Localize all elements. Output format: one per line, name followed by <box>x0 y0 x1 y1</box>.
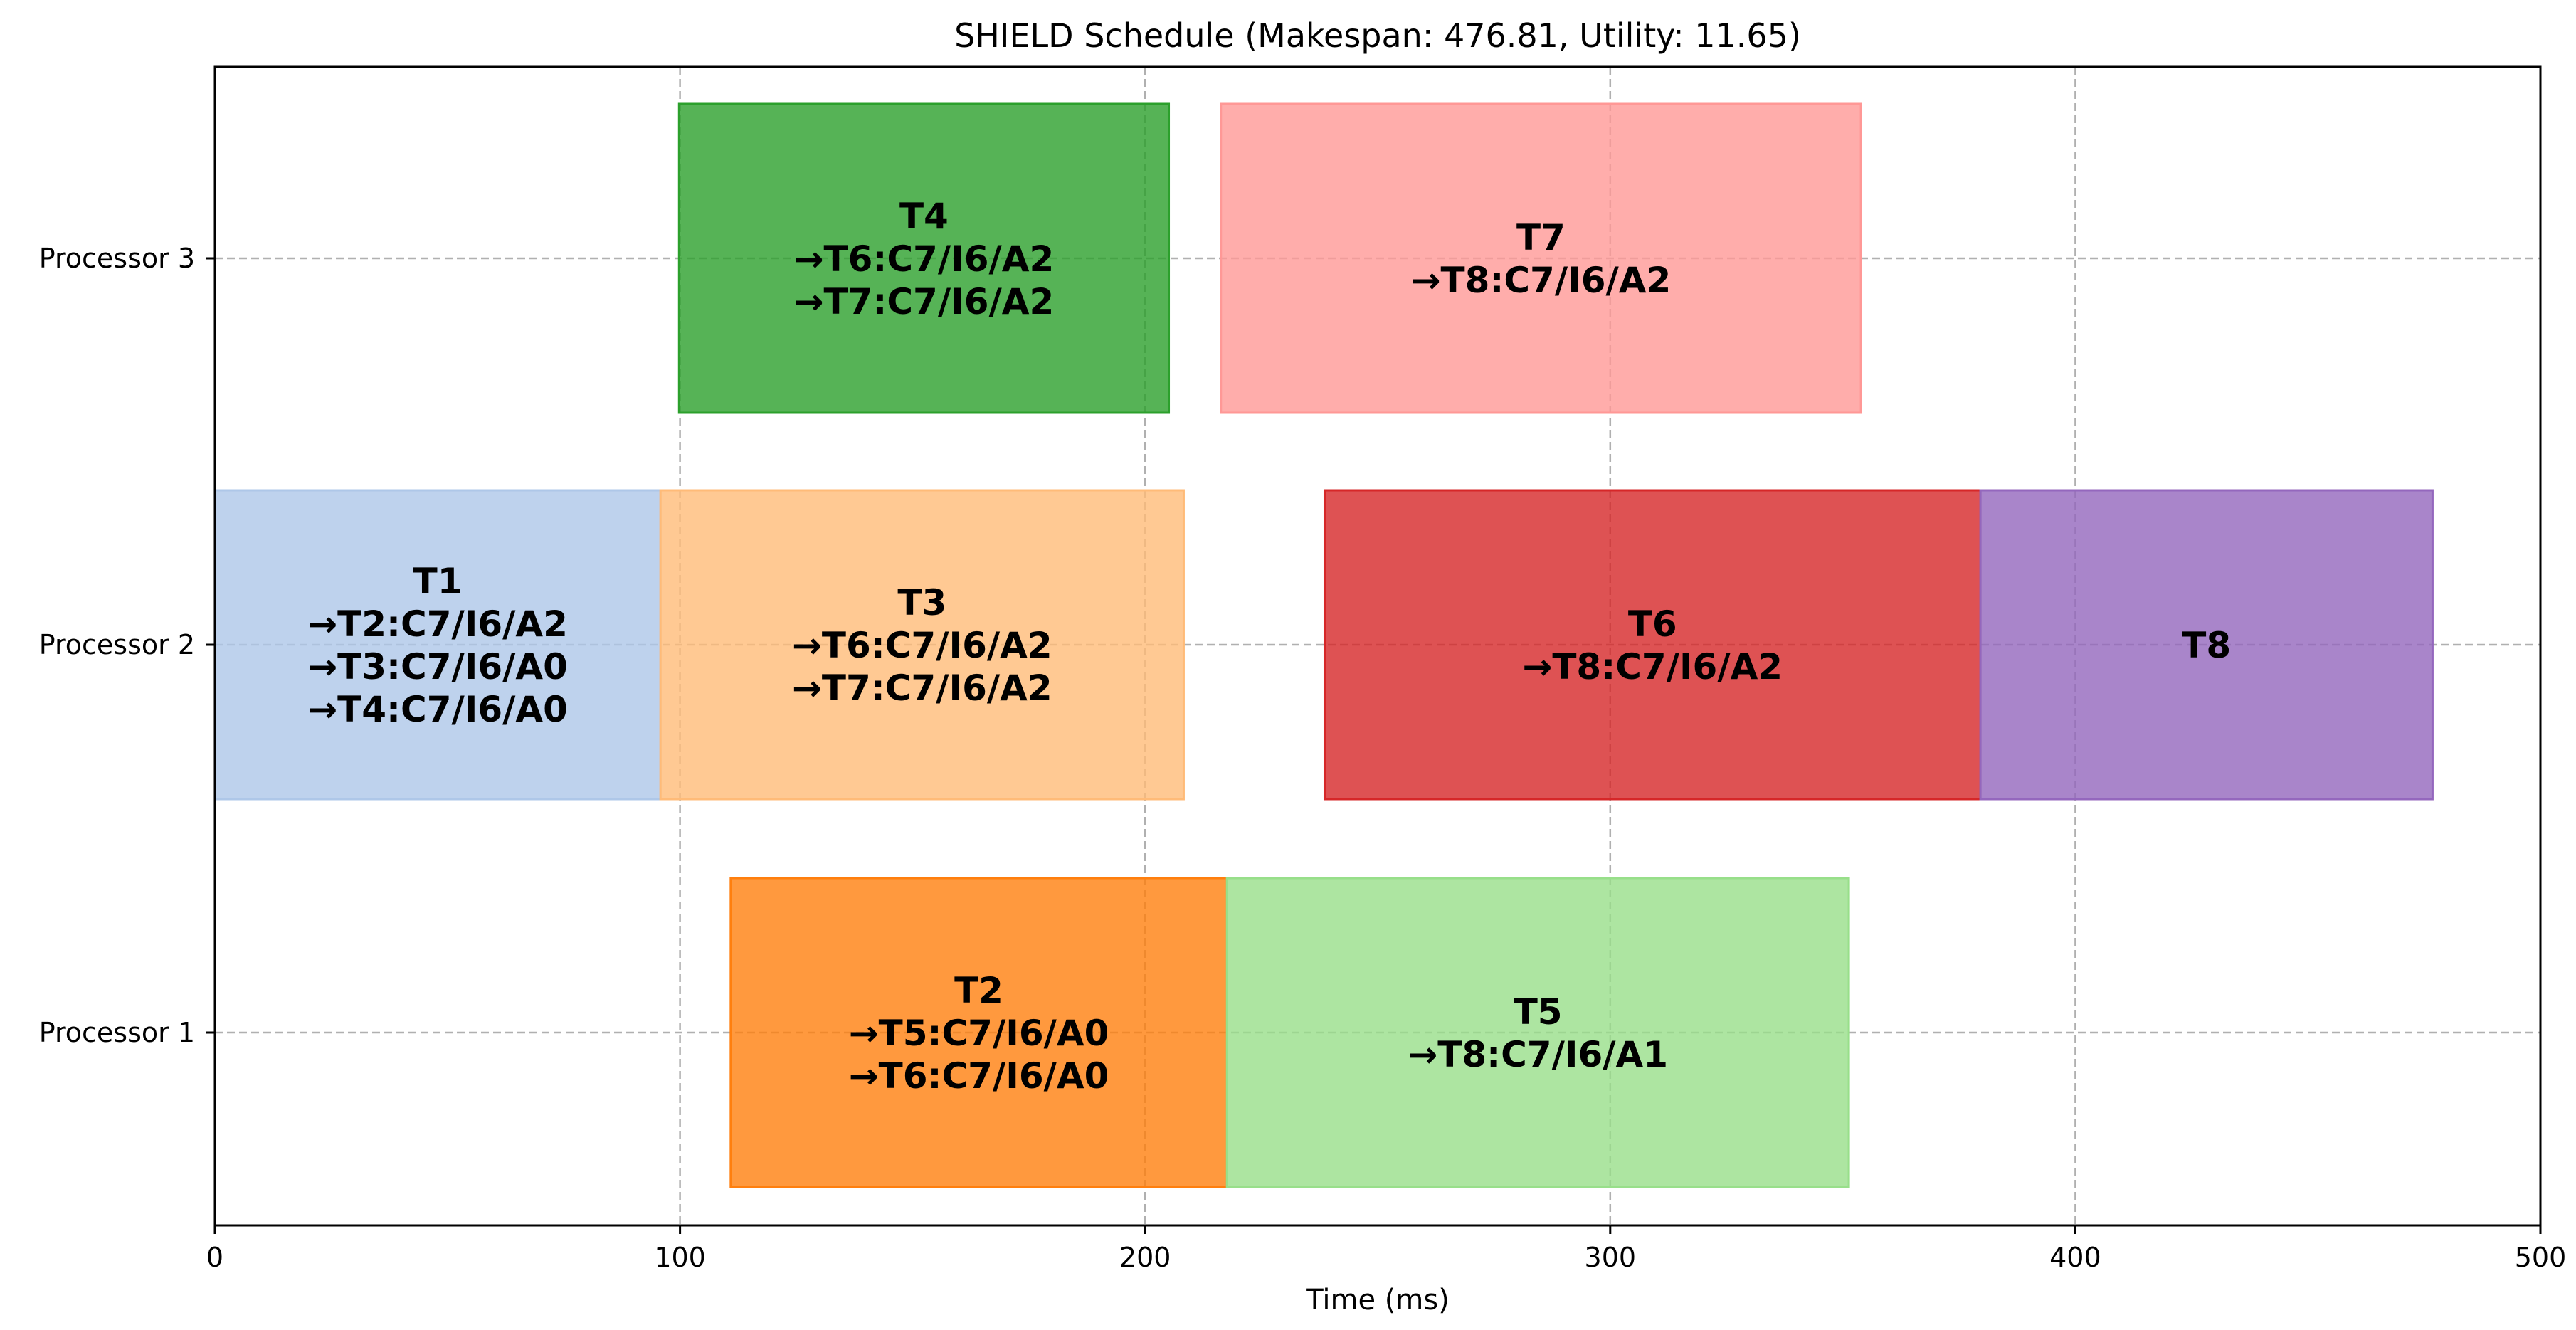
task-label-t5: T5 <box>1514 991 1563 1033</box>
task-dependency-label: →T6:C7/I6/A2 <box>794 238 1055 280</box>
x-tick-label: 400 <box>2049 1242 2101 1273</box>
task-bars: T1→T2:C7/I6/A2→T3:C7/I6/A0→T4:C7/I6/A0 T3… <box>213 102 2434 1188</box>
task-dependency-label: →T2:C7/I6/A2 <box>307 603 568 645</box>
task-dependency-label: →T8:C7/I6/A2 <box>1411 260 1672 301</box>
x-tick-label: 100 <box>654 1242 706 1273</box>
task-label-t3: T3 <box>897 582 946 623</box>
task-dependency-label: →T4:C7/I6/A0 <box>307 689 568 730</box>
task-label-t8: T8 <box>2182 625 2231 666</box>
y-tick-label: Processor 1 <box>39 1017 195 1048</box>
task-bar-t1 <box>213 489 662 801</box>
x-tick-label: 0 <box>206 1242 223 1273</box>
y-tick-label: Processor 3 <box>39 243 195 274</box>
task-dependency-label: →T7:C7/I6/A2 <box>794 281 1055 322</box>
y-tick-label: Processor 2 <box>39 629 195 660</box>
task-bar-t5 <box>1225 877 1850 1188</box>
task-dependency-label: →T8:C7/I6/A2 <box>1522 646 1783 687</box>
task-dependency-label: →T6:C7/I6/A2 <box>792 625 1052 666</box>
task-dependency-label: →T8:C7/I6/A1 <box>1408 1034 1668 1075</box>
task-bar-t4 <box>677 102 1171 414</box>
axis-ticks: 0 100 200 300 400 500 Processor 1 Processor 2 Pr… <box>39 243 2567 1273</box>
task-label-t7: T7 <box>1516 217 1566 258</box>
task-label-t2: T2 <box>954 970 1003 1011</box>
task-bar-t2 <box>729 877 1228 1188</box>
task-bar-t8 <box>1979 489 2434 801</box>
task-dependency-label: →T6:C7/I6/A0 <box>849 1055 1109 1097</box>
task-dependency-label: →T7:C7/I6/A2 <box>792 667 1052 709</box>
task-label-t1: T1 <box>413 561 463 602</box>
task-label-t6: T6 <box>1628 603 1677 645</box>
x-tick-label: 300 <box>1585 1242 1637 1273</box>
x-tick-label: 200 <box>1119 1242 1171 1273</box>
task-label-t4: T4 <box>899 196 949 237</box>
task-bar-t3 <box>659 489 1185 801</box>
task-dependency-label: →T3:C7/I6/A0 <box>307 646 568 687</box>
chart-title: SHIELD Schedule (Makespan: 476.81, Utili… <box>954 16 1801 55</box>
plot-frame <box>213 65 2542 1227</box>
x-tick-label: 500 <box>2515 1242 2567 1273</box>
task-bar-t6 <box>1323 489 1982 801</box>
task-bar-t7 <box>1220 102 1862 414</box>
x-axis-label: Time (ms) <box>1305 1284 1450 1316</box>
task-dependency-label: →T5:C7/I6/A0 <box>849 1013 1109 1054</box>
